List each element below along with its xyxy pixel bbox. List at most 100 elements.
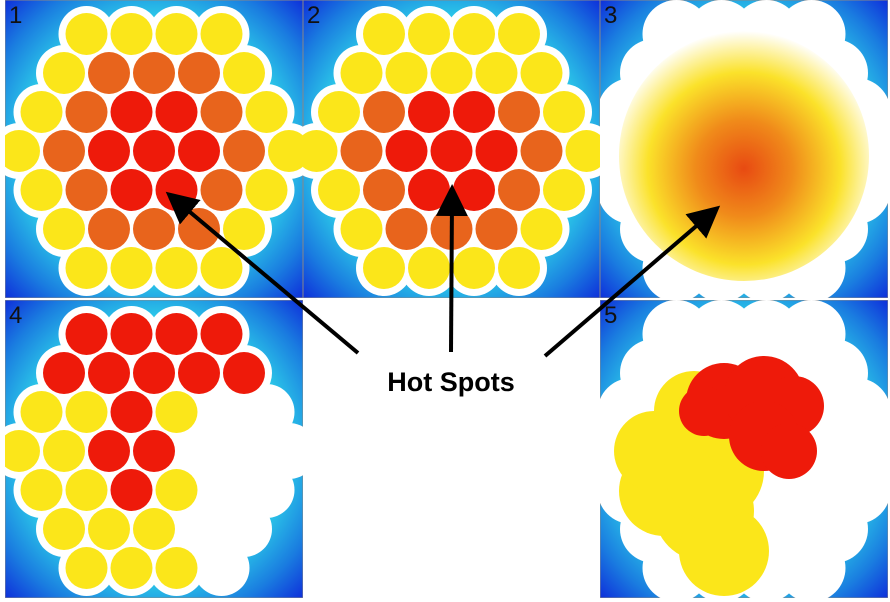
fuel-rod xyxy=(223,430,265,472)
fuel-rod xyxy=(88,130,130,172)
fuel-rod xyxy=(155,547,198,589)
fuel-rod xyxy=(430,52,473,94)
fuel-rod xyxy=(133,130,175,172)
hot-zone xyxy=(619,31,869,281)
fuel-rod xyxy=(178,130,220,172)
fuel-rod xyxy=(520,208,563,250)
fuel-rod xyxy=(178,508,220,550)
fuel-rod xyxy=(155,247,198,289)
fuel-rod xyxy=(223,130,265,172)
panel: 2 xyxy=(303,0,600,298)
fuel-rod xyxy=(88,508,130,550)
fuel-rod xyxy=(178,208,220,250)
fuel-rod xyxy=(363,247,405,289)
fuel-rod xyxy=(200,313,243,355)
region xyxy=(679,386,729,436)
fuel-rod xyxy=(268,130,303,172)
fuel-rod xyxy=(245,91,288,133)
fuel-rod xyxy=(408,169,450,211)
fuel-rod xyxy=(245,169,288,211)
fuel-rod xyxy=(340,52,383,94)
fuel-rod xyxy=(340,130,383,172)
fuel-rod xyxy=(475,208,518,250)
fuel-rod xyxy=(520,130,563,172)
fuel-rod xyxy=(110,169,153,211)
arrow xyxy=(435,184,468,353)
fuel-rod xyxy=(155,169,198,211)
panel: 1 xyxy=(5,0,303,298)
fuel-rod xyxy=(110,247,153,289)
region xyxy=(679,506,769,596)
fuel-rod xyxy=(178,352,220,394)
fuel-rod xyxy=(318,91,360,133)
fuel-rod xyxy=(88,52,130,94)
fuel-rod xyxy=(88,352,130,394)
fuel-rod xyxy=(340,208,383,250)
fuel-rod xyxy=(318,169,360,211)
fuel-rod xyxy=(223,508,265,550)
panel-label: 5 xyxy=(604,302,617,329)
fuel-rod xyxy=(363,169,405,211)
halo xyxy=(777,534,846,598)
fuel-rod xyxy=(133,208,175,250)
panel-label: 4 xyxy=(9,302,22,329)
fuel-rod xyxy=(110,391,153,433)
fuel-rod xyxy=(453,13,495,55)
fuel-rod xyxy=(43,52,85,94)
fuel-rod xyxy=(43,208,85,250)
fuel-rod xyxy=(155,469,198,511)
fuel-rod xyxy=(543,91,585,133)
fuel-rod xyxy=(65,313,108,355)
fuel-rod xyxy=(453,91,495,133)
fuel-rod xyxy=(65,169,108,211)
fuel-rod xyxy=(65,13,108,55)
fuel-rod xyxy=(88,208,130,250)
panel: 4 xyxy=(5,300,303,598)
fuel-rod xyxy=(133,430,175,472)
fuel-rod xyxy=(200,91,243,133)
fuel-rod xyxy=(5,430,40,472)
fuel-rod xyxy=(133,352,175,394)
fuel-rod xyxy=(453,169,495,211)
fuel-rod xyxy=(43,352,85,394)
fuel-rod xyxy=(430,130,473,172)
fuel-rod xyxy=(223,208,265,250)
fuel-rod xyxy=(498,13,540,55)
fuel-rod xyxy=(65,469,108,511)
fuel-rod xyxy=(20,169,63,211)
fuel-rod xyxy=(133,508,175,550)
fuel-rod xyxy=(453,247,495,289)
fuel-rod xyxy=(475,130,518,172)
annotation: Hot Spots xyxy=(387,367,515,397)
fuel-rod xyxy=(110,91,153,133)
fuel-rod xyxy=(363,13,405,55)
fuel-rod xyxy=(133,52,175,94)
fuel-rod xyxy=(268,430,303,472)
region xyxy=(761,423,817,479)
fuel-rod xyxy=(155,391,198,433)
panel-label: 3 xyxy=(604,2,617,29)
fuel-rod xyxy=(408,91,450,133)
fuel-rod xyxy=(200,547,243,589)
fuel-rod xyxy=(200,169,243,211)
fuel-rod xyxy=(200,469,243,511)
fuel-rod xyxy=(65,91,108,133)
fuel-rod xyxy=(110,13,153,55)
fuel-rod xyxy=(43,430,85,472)
panel: 3 xyxy=(600,0,888,298)
fuel-rod xyxy=(110,469,153,511)
fuel-rod xyxy=(475,52,518,94)
fuel-rod xyxy=(20,391,63,433)
fuel-rod xyxy=(408,13,450,55)
fuel-rod xyxy=(43,130,85,172)
fuel-rod xyxy=(110,547,153,589)
fuel-rod xyxy=(65,391,108,433)
fuel-rod xyxy=(200,247,243,289)
fuel-rod xyxy=(543,169,585,211)
arrows xyxy=(165,184,721,358)
panel-label: 2 xyxy=(307,2,320,29)
fuel-rod xyxy=(178,52,220,94)
fuel-rod xyxy=(178,430,220,472)
